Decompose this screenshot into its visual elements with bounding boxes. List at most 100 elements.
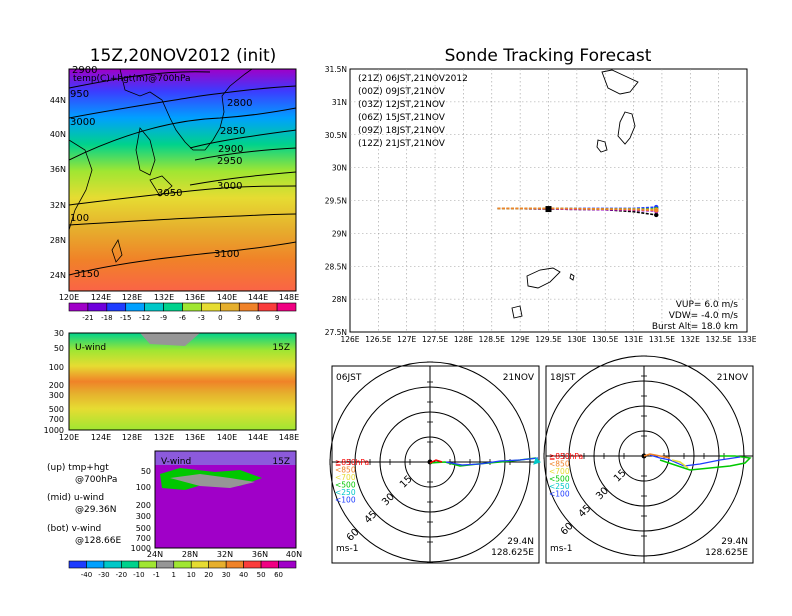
coastline — [601, 69, 639, 95]
contour-label: 3150 — [74, 269, 99, 280]
y-tick-label: 27.5N — [325, 328, 347, 337]
lon-tick: 128E — [122, 433, 142, 442]
uwind-frame — [68, 332, 297, 431]
sonde-params: VUP= 6.0 m/s VDW= -4.0 m/s Burst Alt= 18… — [652, 300, 738, 332]
x-tick-label: 132E — [681, 335, 700, 344]
uwind-levels: 30 50 100 200 300 500 700 1000 — [44, 329, 64, 435]
vwind-levels: 50 100 200 300 500 700 1000 — [131, 467, 151, 553]
x-tick-label: 129E — [511, 335, 530, 344]
y-tick-label: 30N — [332, 164, 347, 173]
pressure-legend-entry: <850 — [335, 466, 356, 475]
vwind-label: V-wind — [161, 457, 191, 467]
pressure-legend-entry: <100 — [335, 496, 356, 505]
hodograph-track — [643, 453, 671, 459]
x-tick-label: 127E — [397, 335, 416, 344]
x-tick-label: 126E — [340, 335, 359, 344]
coastline — [569, 273, 575, 281]
height-contour — [69, 85, 296, 119]
hodograph-track — [445, 457, 539, 466]
temp-colorbar-label: 9 — [275, 314, 279, 322]
height-contour — [189, 129, 296, 149]
wind-colorbar-label: 50 — [257, 571, 266, 579]
colorbar-swatch — [208, 560, 227, 569]
map-frame — [68, 68, 297, 292]
x-tick-label: 132.5E — [706, 335, 732, 344]
temp-colorbar-label: 3 — [237, 314, 241, 322]
level-tick: 50 — [54, 344, 64, 353]
temp-colorbar-label: -9 — [160, 314, 167, 322]
lat-tick: 32N — [50, 201, 66, 210]
x-tick-label: 130.5E — [592, 335, 618, 344]
legend-entry: (09Z) 18JST,21NOV — [358, 126, 446, 136]
coastline — [69, 139, 93, 231]
wind-colorbar-label: -30 — [98, 571, 109, 579]
contour-label: 2850 — [220, 126, 245, 137]
lon-tick: 140E — [217, 293, 237, 302]
level-tick: 100 — [49, 363, 64, 372]
temp-colorbar-label: 0 — [218, 314, 222, 322]
colorbar-swatch — [220, 302, 240, 312]
temp-colorbar-label: -21 — [82, 314, 93, 322]
colorbar-swatch — [144, 302, 164, 312]
track-line — [497, 207, 657, 212]
colorbar-swatch — [260, 560, 279, 569]
vwind-panel: V-wind 15Z 50 100 200 300 500 700 1000 2… — [131, 450, 302, 559]
colorbar-swatch — [106, 302, 127, 312]
legend-line: (bot) v-wind — [47, 524, 101, 534]
colorbar-swatch — [125, 302, 145, 312]
pressure-legend-entry: <850 — [549, 460, 570, 469]
colorbar-swatch — [86, 560, 105, 569]
colorbar-swatch — [276, 302, 297, 312]
polar-time: 06JST — [336, 373, 362, 383]
tracking-chart: 126E 126.5E 127E 127.5E 128E 128.5E 129E 129.5E… — [325, 65, 757, 344]
hodograph-track — [533, 457, 541, 465]
lon-tick: 140E — [217, 433, 237, 442]
legend-line: @700hPa — [75, 475, 117, 485]
level-tick: 100 — [136, 483, 151, 492]
x-tick-label: 131E — [624, 335, 643, 344]
y-tick-label: 29N — [332, 229, 347, 238]
lon-tick: 144E — [248, 293, 268, 302]
param-vup: VUP= 6.0 m/s — [676, 300, 739, 310]
legend-line: (mid) u-wind — [47, 493, 104, 503]
lat-tick: 44N — [50, 96, 66, 105]
pressure-legend-entry: <250 — [549, 482, 570, 491]
polar-unit: ms-1 — [550, 544, 572, 554]
legend-entry: (00Z) 09JST,21NOV — [358, 87, 446, 97]
temp-colorbar-label: -3 — [198, 314, 205, 322]
height-contour — [69, 71, 211, 89]
level-tick: 30 — [54, 329, 64, 338]
lon-tick: 120E — [59, 433, 79, 442]
level-tick: 200 — [136, 501, 151, 510]
track-end-point — [654, 208, 659, 213]
pressure-legend-entry: ≧850hPa — [549, 452, 583, 461]
y-tick-label: 29.5N — [325, 197, 347, 206]
x-tick-label: 133E — [737, 335, 756, 344]
lon-tick: 132E — [154, 293, 174, 302]
contour-label: 2900 — [72, 65, 97, 76]
coastline — [119, 69, 253, 151]
colorbar-swatch — [238, 302, 259, 312]
lat-tick: 28N — [182, 550, 198, 559]
polar-coord-lat: 29.4N — [721, 537, 748, 547]
polar-coord-lon: 128.625E — [491, 548, 534, 558]
level-tick: 200 — [49, 381, 64, 390]
contour-label: 2950 — [217, 156, 242, 167]
lon-tick: 148E — [279, 433, 299, 442]
contour-label: 3000 — [217, 181, 242, 192]
param-vdw: VDW= -4.0 m/s — [669, 311, 739, 321]
polar-date: 21NOV — [503, 373, 535, 383]
map-field — [69, 69, 296, 291]
lat-tick: 28N — [50, 236, 66, 245]
height-contour — [69, 107, 296, 161]
contour-label: 3050 — [157, 188, 182, 199]
wind-colorbar-label: 1 — [172, 571, 176, 579]
wind-colorbar: -40 -30 -20 -10 -1 1 10 20 30 40 50 60 — [68, 560, 297, 579]
map-label: temp(C)+hgt(m)@700hPa — [73, 74, 191, 84]
tracking-legend: (21Z) 06JST,21NOV2012 (00Z) 09JST,21NOV … — [358, 74, 468, 149]
temp-colorbar-label: -6 — [179, 314, 187, 322]
colorbar-swatch — [190, 560, 209, 569]
coastline — [111, 238, 123, 263]
uwind-time: 15Z — [272, 343, 290, 353]
